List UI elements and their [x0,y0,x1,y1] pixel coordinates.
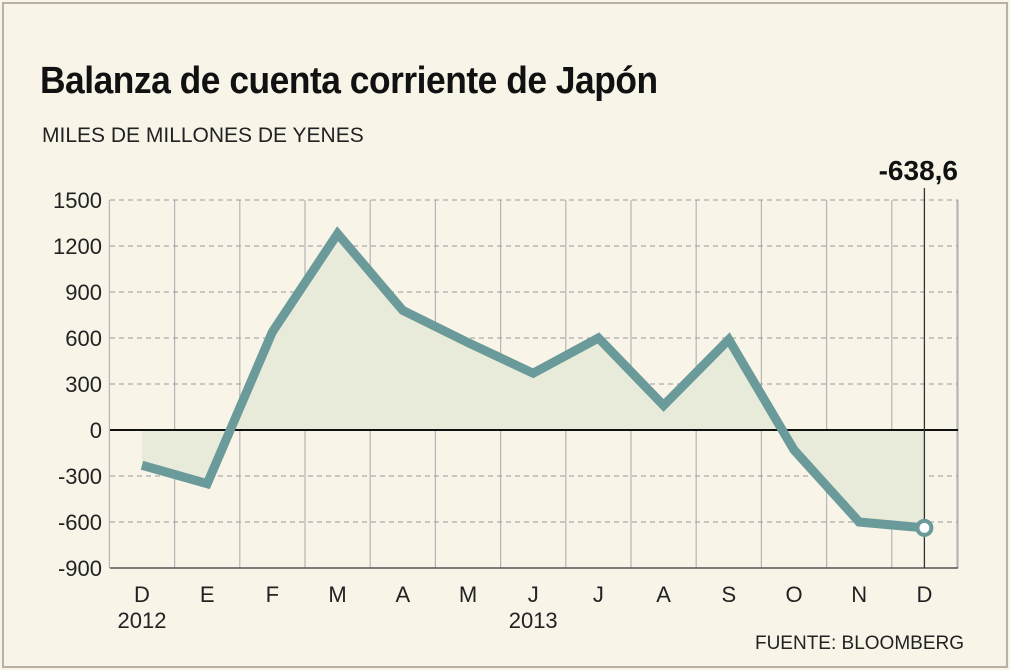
x-tick-label: M [459,582,477,607]
annotation-label: -638,6 [879,155,958,186]
x-tick-label: D [134,582,150,607]
y-tick-label: 1500 [53,188,102,213]
axes [110,188,958,569]
y-tick-label: 1200 [53,234,102,259]
area-fill-shape [142,233,925,528]
y-tick-label: -300 [58,464,102,489]
chart-title: Balanza de cuenta corriente de Japón [40,60,658,102]
x-tick-label: F [266,582,279,607]
y-tick-label: 0 [90,418,102,443]
tick-labels: 1500 1200 900 600 300 0 -300 -600 -900 -638,6 D E F M… [53,155,958,633]
x-year-label: 2012 [118,608,167,633]
x-tick-label: M [328,582,346,607]
series-line [140,226,934,537]
y-tick-label: -900 [58,556,102,581]
y-tick-label: 900 [65,280,102,305]
data-point-last [915,518,934,537]
y-tick-label: -600 [58,510,102,535]
chart-subtitle: MILES DE MILLONES DE YENES [42,124,364,147]
x-tick-label: E [200,582,215,607]
y-tick-label: 600 [65,326,102,351]
x-tick-label: D [916,582,932,607]
x-tick-label: J [593,582,604,607]
area-fill [142,233,925,528]
x-tick-label: J [528,582,539,607]
x-tick-label: S [721,582,736,607]
x-tick-label: A [656,582,671,607]
y-tick-label: 300 [65,372,102,397]
series-line-path [140,226,925,533]
source-note: FUENTE: BLOOMBERG [754,633,964,654]
x-tick-label: N [851,582,867,607]
x-tick-label: O [785,582,802,607]
x-tick-label: A [395,582,410,607]
x-year-label: 2013 [509,608,558,633]
